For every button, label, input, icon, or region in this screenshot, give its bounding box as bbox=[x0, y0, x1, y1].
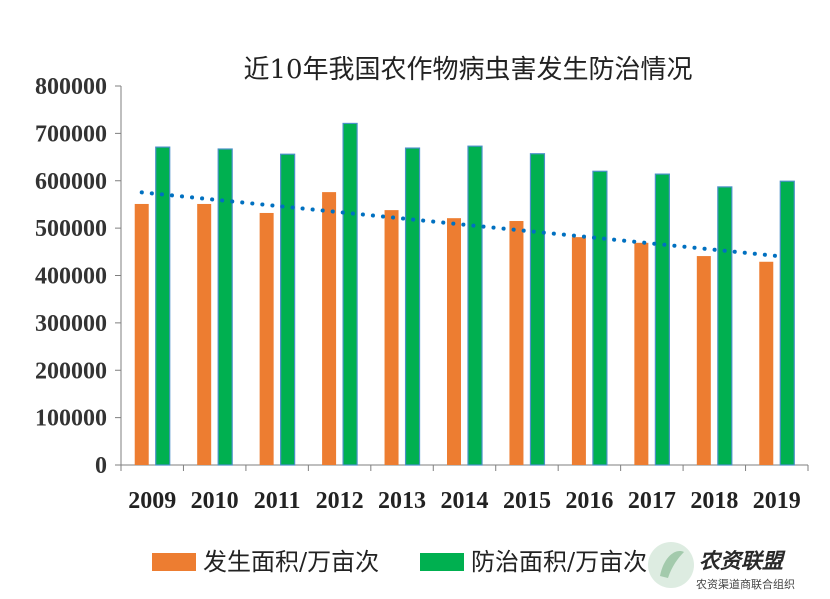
bar-occurrence-2010 bbox=[197, 203, 212, 465]
x-axis: 2009 2010 2011 2012 2013 2014 2015 2016 2017 2018… bbox=[120, 464, 809, 514]
x-tick-label: 2019 bbox=[753, 488, 801, 514]
bar-occurrence-2018 bbox=[696, 256, 711, 465]
bar-occurrence-2015 bbox=[509, 221, 524, 465]
x-tick-label: 2010 bbox=[191, 488, 239, 514]
y-tick-label: 500000 bbox=[35, 216, 107, 242]
bar-control-2012 bbox=[342, 122, 358, 466]
watermark-title: 农资联盟 bbox=[699, 549, 786, 573]
y-tick-label: 200000 bbox=[35, 358, 107, 384]
bar-control-2011 bbox=[280, 153, 296, 466]
bar-control-2017 bbox=[654, 173, 670, 466]
legend-swatch-occurrence bbox=[152, 553, 196, 571]
x-tick-label: 2012 bbox=[316, 488, 364, 514]
legend-label-occurrence: 发生面积/万亩次 bbox=[203, 548, 379, 576]
y-tick-label: 300000 bbox=[35, 311, 107, 337]
bar-occurrence-2016 bbox=[571, 237, 586, 465]
leaf-icon bbox=[660, 551, 684, 578]
watermark-logo: 农资联盟 农资渠道商联合组织 bbox=[648, 542, 795, 591]
bar-occurrence-2012 bbox=[322, 192, 337, 465]
bar-control-2018 bbox=[717, 186, 733, 466]
x-tick-label: 2009 bbox=[128, 488, 176, 514]
bar-control-2016 bbox=[592, 170, 608, 466]
legend-swatch-control bbox=[420, 553, 464, 571]
x-tick-label: 2011 bbox=[254, 488, 301, 514]
bar-occurrence-2011 bbox=[259, 212, 274, 465]
legend: 发生面积/万亩次 防治面积/万亩次 bbox=[152, 548, 647, 576]
bar-control-2009 bbox=[155, 146, 171, 466]
bar-occurrence-2014 bbox=[447, 218, 461, 465]
x-tick-label: 2013 bbox=[378, 488, 426, 514]
legend-label-control: 防治面积/万亩次 bbox=[471, 548, 647, 576]
bar-occurrence-2009 bbox=[134, 203, 149, 465]
y-tick-label: 600000 bbox=[35, 169, 107, 195]
bar-control-2019 bbox=[779, 180, 795, 466]
y-tick-label: 700000 bbox=[35, 121, 107, 147]
y-axis: 0 100000 200000 300000 400000 500000 600000 700… bbox=[35, 74, 122, 479]
bar-occurrence-2017 bbox=[634, 242, 649, 465]
bars-group bbox=[134, 122, 795, 466]
y-tick-label: 800000 bbox=[35, 74, 107, 100]
x-tick-label: 2014 bbox=[441, 488, 489, 514]
x-tick-label: 2018 bbox=[690, 488, 738, 514]
bar-occurrence-2013 bbox=[384, 210, 399, 465]
x-tick-label: 2016 bbox=[565, 488, 613, 514]
x-tick-label: 2015 bbox=[503, 488, 551, 514]
watermark-subtitle: 农资渠道商联合组织 bbox=[696, 577, 795, 591]
bar-control-2014 bbox=[467, 145, 483, 466]
y-tick-label: 0 bbox=[95, 453, 107, 479]
bar-occurrence-2019 bbox=[759, 261, 774, 465]
bar-control-2015 bbox=[529, 153, 546, 466]
y-tick-label: 400000 bbox=[35, 264, 107, 290]
y-tick-label: 100000 bbox=[35, 406, 107, 432]
bar-control-2010 bbox=[217, 148, 233, 466]
chart-title: 近10年我国农作物病虫害发生防治情况 bbox=[243, 55, 692, 85]
x-tick-label: 2017 bbox=[628, 488, 676, 514]
bar-control-2013 bbox=[404, 147, 421, 466]
